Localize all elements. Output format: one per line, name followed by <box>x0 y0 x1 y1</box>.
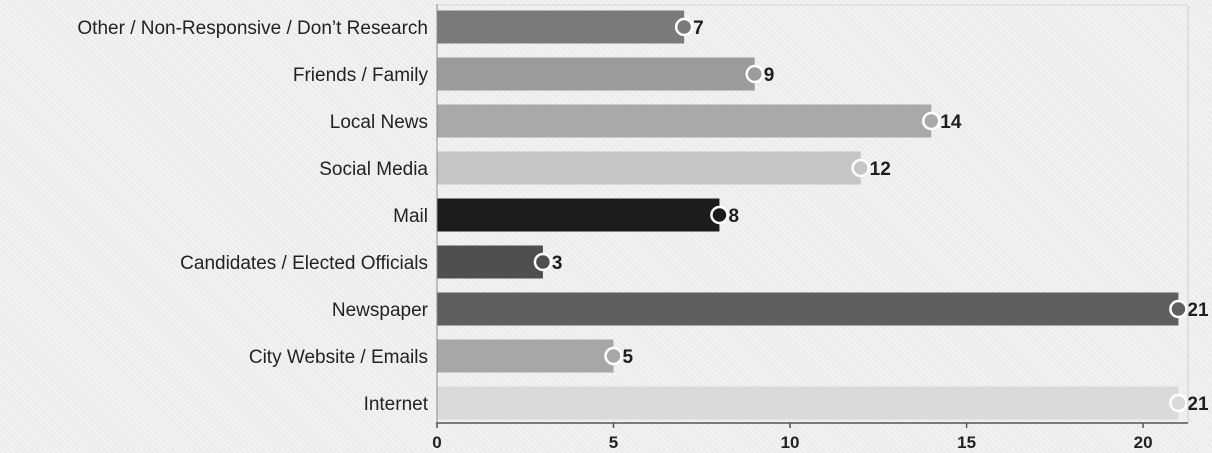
data-label: 21 <box>1187 300 1209 321</box>
category-label: Internet <box>364 394 429 415</box>
bar <box>437 292 1179 326</box>
data-label: 5 <box>623 347 634 368</box>
bar <box>437 10 685 44</box>
data-label: 9 <box>764 65 775 86</box>
category-labels: Other / Non-Responsive / Don’t Research F… <box>77 18 428 415</box>
value-marker <box>533 252 553 272</box>
bar <box>437 57 755 91</box>
category-label: Social Media <box>319 159 428 180</box>
x-tick-label: 20 <box>1134 433 1153 452</box>
bar <box>437 339 614 373</box>
x-tick-label: 0 <box>432 433 441 452</box>
bar <box>437 104 932 138</box>
data-label: 12 <box>870 159 891 180</box>
x-tick-label: 10 <box>781 433 800 452</box>
value-marker <box>851 158 870 178</box>
value-marker <box>674 17 694 37</box>
data-label: 3 <box>552 253 563 274</box>
value-marker <box>922 111 941 131</box>
bar <box>437 151 861 185</box>
category-label: Other / Non-Responsive / Don’t Research <box>77 18 428 39</box>
category-label: Mail <box>393 206 428 227</box>
value-marker <box>1169 299 1188 319</box>
data-label: 21 <box>1187 394 1209 415</box>
x-tick-label: 5 <box>609 433 618 452</box>
bars-layer <box>437 10 1179 420</box>
category-label: City Website / Emails <box>249 347 428 368</box>
value-marker <box>1169 393 1188 413</box>
x-tick-label: 15 <box>957 433 976 452</box>
bar <box>437 245 543 279</box>
value-marker <box>710 205 729 225</box>
data-label: 14 <box>940 112 962 133</box>
data-labels: 7 9 14 12 8 3 21 5 21 <box>552 18 1209 415</box>
value-marker <box>745 64 764 84</box>
data-label: 7 <box>693 18 704 39</box>
category-label: Newspaper <box>332 300 429 321</box>
data-label: 8 <box>728 206 739 227</box>
bar <box>437 386 1179 420</box>
value-markers <box>533 17 1188 413</box>
x-axis: 0 5 10 15 20 <box>432 4 1189 452</box>
category-label: Local News <box>330 112 428 133</box>
category-label: Candidates / Elected Officials <box>180 253 428 274</box>
bar <box>437 198 720 232</box>
category-label: Friends / Family <box>293 65 429 86</box>
value-marker <box>604 346 623 366</box>
